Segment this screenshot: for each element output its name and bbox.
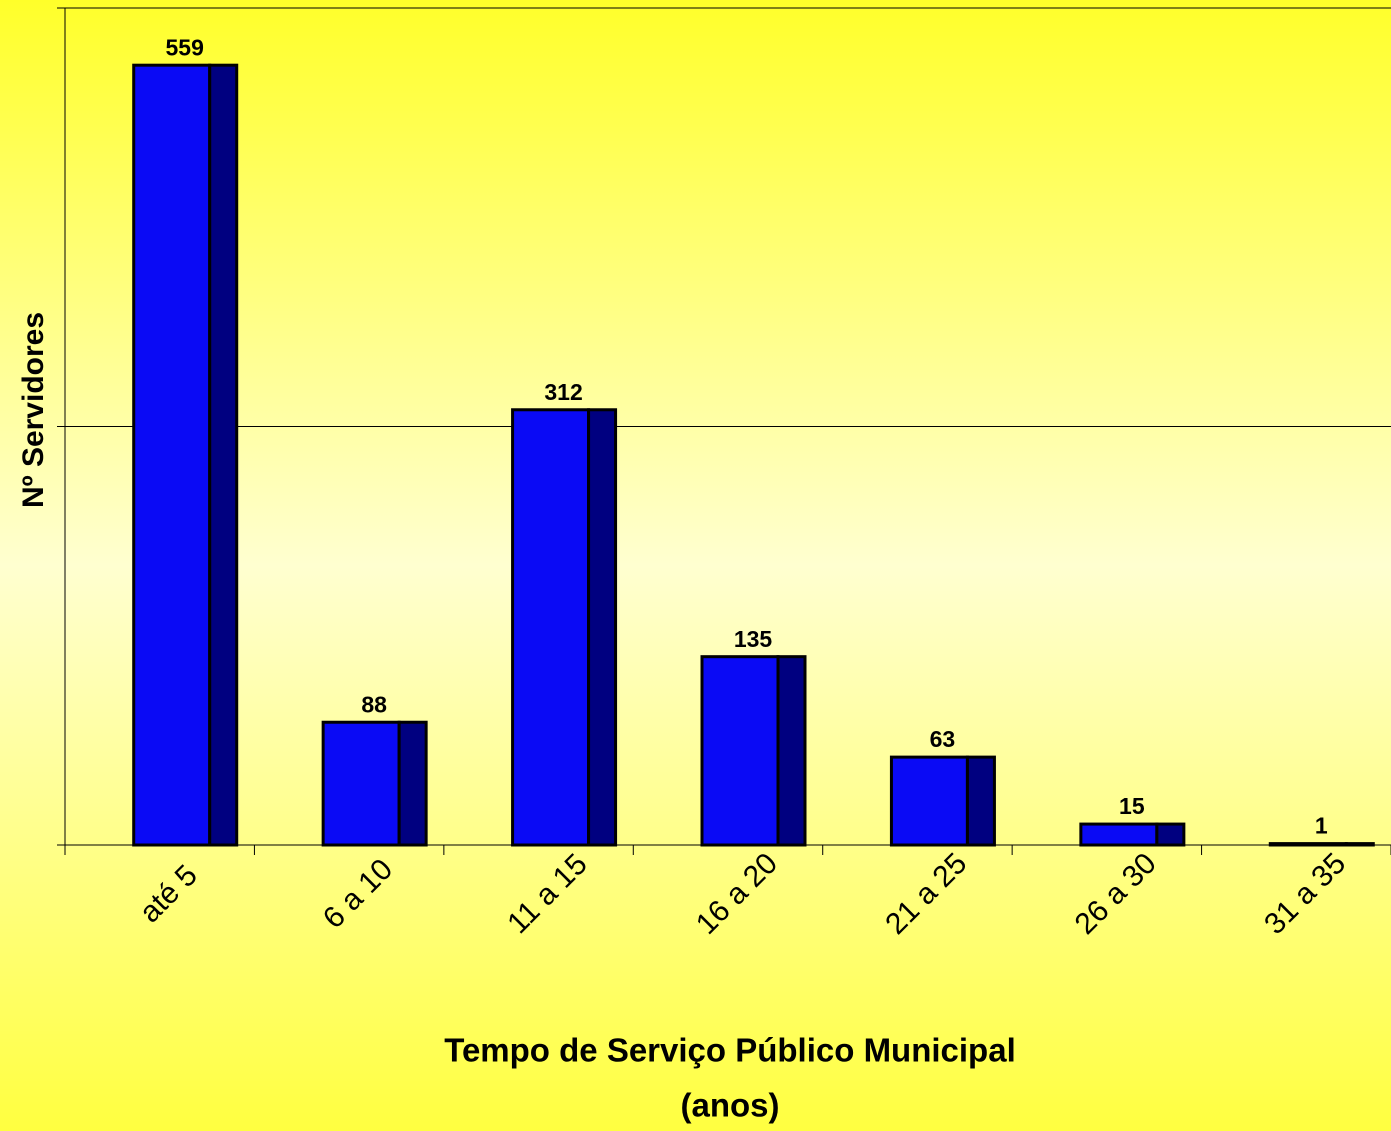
bar bbox=[1268, 842, 1348, 847]
bar-side bbox=[397, 720, 428, 847]
bar bbox=[1079, 822, 1159, 847]
data-label: 559 bbox=[166, 34, 204, 60]
data-label: 312 bbox=[544, 379, 582, 405]
bar bbox=[321, 720, 401, 847]
bar bbox=[700, 655, 780, 847]
bar-side bbox=[208, 63, 239, 847]
data-label: 88 bbox=[361, 691, 387, 717]
data-label: 135 bbox=[734, 626, 773, 652]
bar bbox=[511, 408, 591, 847]
x-axis-label: (anos) bbox=[681, 1087, 780, 1124]
bar-side bbox=[776, 655, 807, 847]
data-label: 63 bbox=[930, 726, 956, 752]
bar bbox=[889, 755, 969, 847]
data-label: 1 bbox=[1315, 813, 1328, 839]
bar bbox=[132, 63, 212, 847]
bar-side bbox=[965, 755, 996, 847]
bar-side bbox=[1155, 822, 1186, 847]
y-axis-label: Nº Servidores bbox=[17, 312, 50, 508]
bar-side bbox=[587, 408, 618, 847]
bar-side bbox=[1344, 842, 1375, 847]
x-axis-label: Tempo de Serviço Público Municipal bbox=[444, 1032, 1016, 1069]
data-label: 15 bbox=[1119, 793, 1145, 819]
